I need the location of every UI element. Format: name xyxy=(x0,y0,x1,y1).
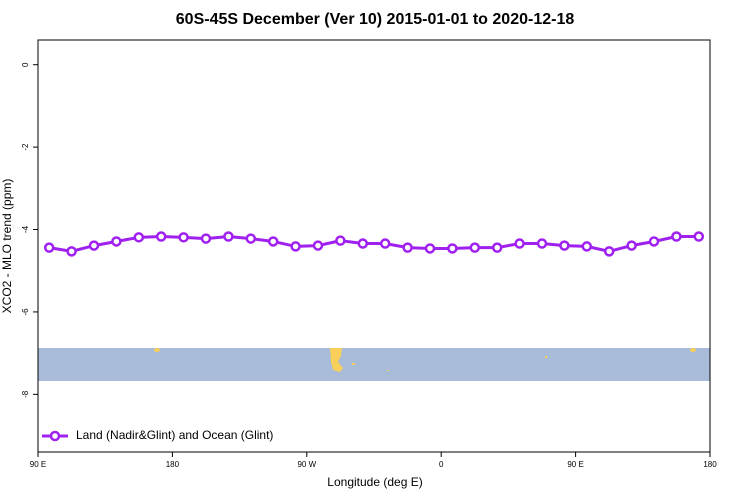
data-point xyxy=(267,236,279,247)
data-point xyxy=(648,236,660,247)
data-point xyxy=(200,233,212,244)
data-point xyxy=(469,242,481,253)
data-point xyxy=(155,231,167,242)
data-point xyxy=(379,238,391,249)
y-axis-label: XCO2 - MLO trend (ppm) xyxy=(0,179,14,314)
chart-title: 60S-45S December (Ver 10) 2015-01-01 to … xyxy=(176,11,575,28)
map-strip xyxy=(38,348,710,381)
data-point xyxy=(402,242,413,253)
data-point xyxy=(223,231,234,242)
legend-marker xyxy=(49,430,61,442)
x-tick-label: 180 xyxy=(166,460,180,469)
data-point xyxy=(178,232,189,243)
y-tick-label: -8 xyxy=(21,390,30,398)
x-tick-label: 180 xyxy=(703,460,717,469)
data-point xyxy=(603,246,615,257)
data-point xyxy=(88,240,100,251)
x-tick-label: 90 E xyxy=(30,460,46,469)
data-point xyxy=(671,231,682,242)
data-point xyxy=(66,246,77,257)
plot-frame xyxy=(37,39,711,453)
y-tick-label: 0 xyxy=(21,62,30,67)
data-point xyxy=(111,236,122,247)
x-axis-label: Longitude (deg E) xyxy=(327,475,422,489)
data-point xyxy=(424,243,436,254)
x-tick-label: 0 xyxy=(439,460,444,469)
data-point xyxy=(357,238,369,249)
y-tick-label: -2 xyxy=(21,143,30,151)
legend-label: Land (Nadir&Glint) and Ocean (Glint) xyxy=(76,428,273,442)
data-point xyxy=(335,235,346,246)
data-point xyxy=(133,232,145,243)
data-point xyxy=(536,238,548,249)
data-point xyxy=(581,241,593,252)
data-point xyxy=(491,242,503,253)
data-point xyxy=(43,242,55,253)
y-tick-label: -6 xyxy=(21,308,30,316)
data-point xyxy=(447,243,458,254)
data-point xyxy=(245,233,257,244)
data-point xyxy=(559,240,570,251)
y-tick-label: -4 xyxy=(21,225,30,233)
series-line xyxy=(48,235,699,253)
x-tick-label: 90 E xyxy=(567,460,583,469)
x-tick-label: 90 W xyxy=(297,460,316,469)
data-point xyxy=(312,240,324,251)
data-point xyxy=(514,238,525,249)
data-point xyxy=(693,231,705,242)
data-point xyxy=(290,241,301,252)
data-point xyxy=(626,240,637,251)
